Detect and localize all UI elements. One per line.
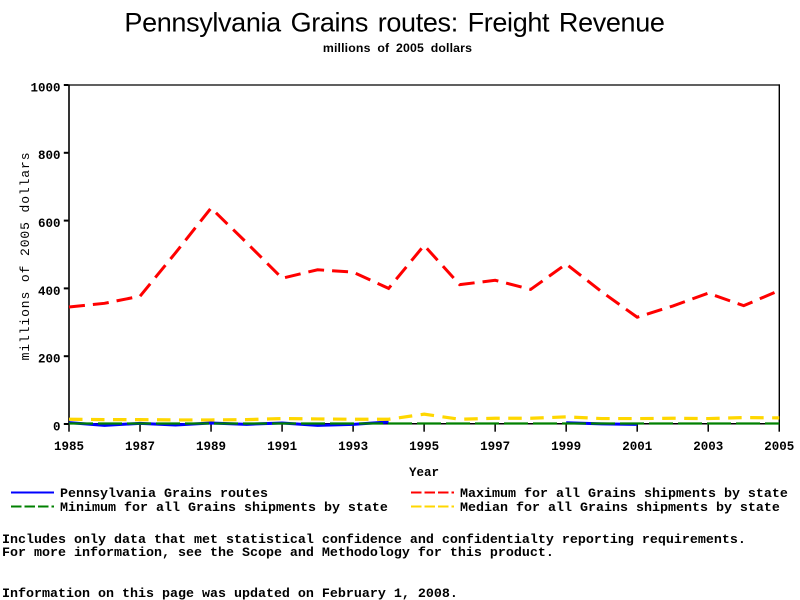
svg-text:2001: 2001 <box>622 440 652 454</box>
svg-text:1993: 1993 <box>338 440 368 454</box>
svg-text:Median for all Grains shipment: Median for all Grains shipments by state <box>460 501 780 516</box>
svg-text:Includes only data that met st: Includes only data that met statistical … <box>2 533 746 548</box>
svg-text:millions of 2005 dollars: millions of 2005 dollars <box>323 41 472 55</box>
svg-text:1997: 1997 <box>480 440 510 454</box>
svg-text:1999: 1999 <box>551 440 581 454</box>
svg-text:600: 600 <box>38 217 61 231</box>
svg-text:400: 400 <box>38 285 61 299</box>
svg-text:0: 0 <box>53 420 61 434</box>
svg-text:1987: 1987 <box>125 440 155 454</box>
svg-text:1995: 1995 <box>409 440 439 454</box>
svg-text:Maximum for all Grains shipmen: Maximum for all Grains shipments by stat… <box>460 487 788 502</box>
svg-text:1000: 1000 <box>30 81 60 95</box>
svg-text:800: 800 <box>38 149 61 163</box>
svg-text:200: 200 <box>38 353 61 367</box>
svg-text:1991: 1991 <box>267 440 297 454</box>
svg-text:1985: 1985 <box>54 440 84 454</box>
svg-text:1989: 1989 <box>196 440 226 454</box>
svg-text:For more information, see the: For more information, see the Scope and … <box>2 546 554 561</box>
svg-text:2003: 2003 <box>693 440 723 454</box>
svg-text:Minimum for all Grains shipmen: Minimum for all Grains shipments by stat… <box>60 501 388 516</box>
svg-text:millions of 2005 dollars: millions of 2005 dollars <box>18 152 33 361</box>
svg-text:Pennsylvania Grains routes: Pennsylvania Grains routes <box>60 487 268 502</box>
svg-text:Pennsylvania Grains routes: Fr: Pennsylvania Grains routes: Freight Reve… <box>124 8 664 38</box>
svg-text:Information on this page was u: Information on this page was updated on … <box>2 587 458 600</box>
svg-text:2005: 2005 <box>764 440 794 454</box>
svg-text:Year: Year <box>409 466 439 480</box>
